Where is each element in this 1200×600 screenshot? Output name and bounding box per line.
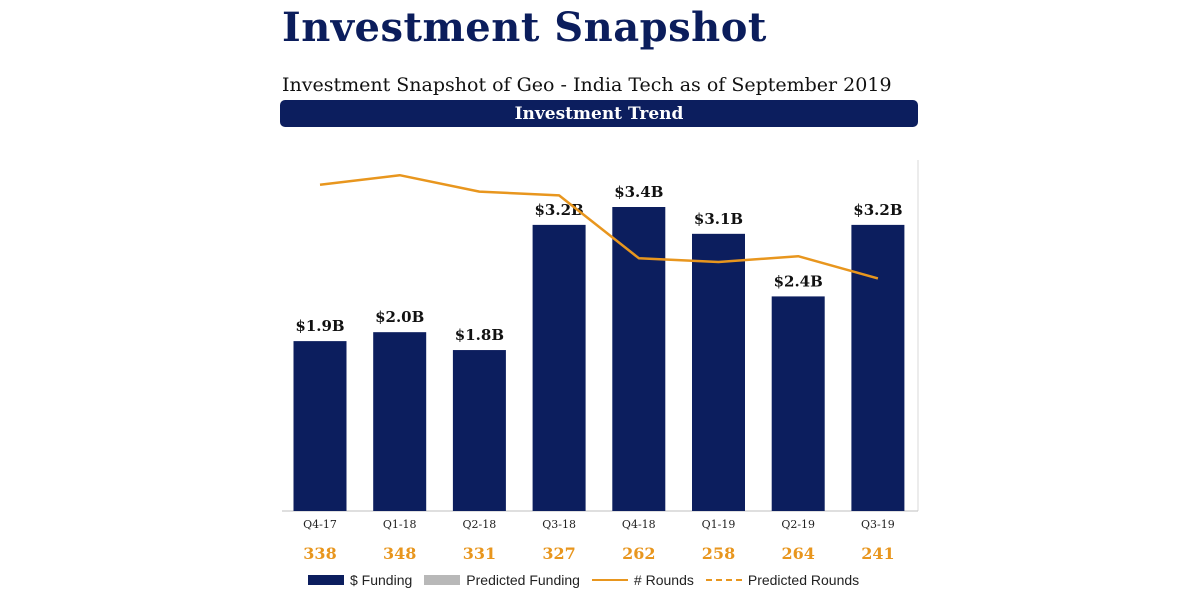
- legend-swatch-predicted-funding: [424, 575, 461, 585]
- funding-bar: [612, 207, 666, 511]
- legend-label-rounds: # Rounds: [633, 572, 694, 588]
- funding-data-label: $2.0B: [375, 308, 424, 326]
- x-tick-label: Q1-18: [383, 518, 417, 531]
- funding-data-label: $3.4B: [614, 183, 663, 201]
- chart-banner: Investment Trend: [280, 100, 918, 127]
- x-tick-label: Q4-18: [622, 518, 656, 531]
- rounds-line: [319, 173, 879, 280]
- legend-swatch-rounds: [591, 579, 628, 581]
- funding-bar: [452, 350, 506, 511]
- x-tick-label: Q2-18: [463, 518, 497, 531]
- x-tick-label: Q4-17: [303, 518, 337, 531]
- chart-subtitle: Investment Snapshot of Geo - India Tech …: [282, 74, 892, 96]
- x-tick-label: Q2-19: [781, 518, 815, 531]
- funding-data-label: $3.2B: [853, 201, 902, 219]
- funding-data-label: $1.8B: [455, 326, 504, 344]
- chart-legend: $ Funding Predicted Funding # Rounds Pre…: [308, 570, 859, 590]
- x-tick-label: Q1-19: [702, 518, 736, 531]
- page-title: Investment Snapshot: [282, 4, 767, 51]
- rounds-value-label: 331: [463, 544, 496, 563]
- rounds-value-label: 327: [542, 544, 575, 563]
- funding-bar: [771, 296, 825, 511]
- rounds-value-label: 258: [702, 544, 735, 563]
- x-tick-label: Q3-18: [542, 518, 576, 531]
- rounds-value-label: 264: [781, 544, 814, 563]
- rounds-value-label: 241: [861, 544, 894, 563]
- funding-data-label: $2.4B: [774, 272, 823, 290]
- legend-label-predicted-funding: Predicted Funding: [466, 572, 580, 588]
- rounds-value-label: 338: [303, 544, 336, 563]
- legend-swatch-predicted-rounds: [705, 579, 742, 581]
- funding-bar: [532, 224, 586, 511]
- funding-bar: [373, 332, 427, 511]
- funding-bar: [692, 233, 745, 511]
- rounds-value-label: 262: [622, 544, 655, 563]
- rounds-value-label: 348: [383, 544, 416, 563]
- legend-item-predicted-rounds: Predicted Rounds: [705, 572, 860, 588]
- legend-item-predicted-funding: Predicted Funding: [424, 572, 580, 588]
- legend-label-funding: $ Funding: [350, 572, 413, 588]
- funding-data-label: $1.9B: [295, 317, 344, 335]
- legend-item-funding: $ Funding: [308, 572, 412, 588]
- legend-item-rounds: # Rounds: [591, 572, 694, 588]
- x-tick-label: Q3-19: [861, 518, 895, 531]
- funding-bar: [851, 224, 905, 511]
- legend-label-predicted-rounds: Predicted Rounds: [747, 572, 860, 588]
- funding-bar: [293, 341, 347, 511]
- funding-data-label: $3.1B: [694, 210, 743, 228]
- legend-swatch-funding: [308, 575, 344, 585]
